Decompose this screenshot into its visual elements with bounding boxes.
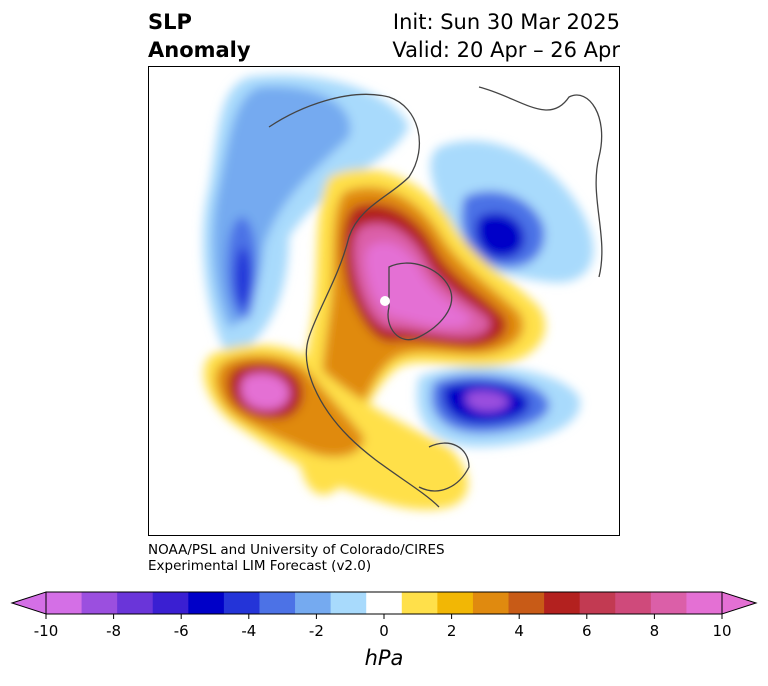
colorbar-segment	[295, 592, 332, 614]
colorbar-segment	[81, 592, 118, 614]
credit-line-2: Experimental LIM Forecast (v2.0)	[148, 558, 372, 574]
forecast-dates: Init: Sun 30 Mar 2025 Valid: 20 Apr – 26…	[392, 8, 620, 64]
north-pole-marker	[380, 296, 390, 306]
colorbar-ticks: -10 -8 -6 -4 -2 0 2 4 6 8 10	[34, 614, 732, 640]
anomaly-contours	[202, 75, 594, 510]
map-panel	[148, 66, 620, 536]
map-title: SLP Anomaly	[148, 8, 251, 64]
negative-anomaly-pacific-inner	[235, 246, 252, 308]
colorbar-segments	[46, 592, 723, 614]
positive-anomaly-namerica-core	[241, 372, 290, 411]
colorbar-under-arrow	[10, 591, 47, 615]
colorbar-over-arrow	[721, 591, 758, 615]
colorbar-tick-label: -2	[309, 622, 324, 640]
colorbar-tick-label: -10	[34, 622, 59, 640]
credit-line-1: NOAA/PSL and University of Colorado/CIRE…	[148, 542, 445, 558]
negative-anomaly-atlantic-inner	[465, 390, 509, 412]
colorbar-segment	[508, 592, 545, 614]
colorbar-tick-label: -8	[106, 622, 121, 640]
init-date: Init: Sun 30 Mar 2025	[392, 10, 620, 34]
colorbar-tick-label: 10	[712, 622, 731, 640]
colorbar-tick-label: 6	[582, 622, 592, 640]
colorbar-tick-label: 8	[650, 622, 660, 640]
colorbar-segment	[259, 592, 296, 614]
coastlines	[268, 86, 603, 508]
valid-range: Valid: 20 Apr – 26 Apr	[392, 38, 620, 62]
colorbar-tick-label: -4	[241, 622, 256, 640]
colorbar-segment	[188, 592, 225, 614]
colorbar-tick-label: 0	[379, 622, 389, 640]
colorbar: -10 -8 -6 -4 -2 0 2 4 6 8 10	[10, 591, 758, 640]
title-line-anomaly: Anomaly	[148, 38, 251, 62]
colorbar-segment	[437, 592, 474, 614]
negative-anomaly-siberia-core	[475, 213, 525, 259]
colorbar-segment	[544, 592, 581, 614]
colorbar-segment	[650, 592, 687, 614]
colorbar-segment	[223, 592, 260, 614]
colorbar-tick-label: -6	[174, 622, 189, 640]
colorbar-segment	[579, 592, 616, 614]
colorbar-segment	[152, 592, 189, 614]
slp-anomaly-map	[202, 75, 603, 510]
colorbar-segment	[366, 592, 403, 614]
credit-text: NOAA/PSL and University of Colorado/CIRE…	[148, 542, 445, 574]
colorbar-segment	[472, 592, 510, 614]
colorbar-segment	[117, 592, 154, 614]
title-line-slp: SLP	[148, 10, 192, 34]
colorbar-tick-label: 2	[447, 622, 457, 640]
colorbar-tick-label: 4	[514, 622, 524, 640]
colorbar-segment	[615, 592, 652, 614]
colorbar-segment	[686, 592, 723, 614]
colorbar-segment	[46, 592, 83, 614]
positive-anomaly-arctic-core	[365, 242, 472, 328]
colorbar-segment	[330, 592, 367, 614]
colorbar-unit-label: hPa	[364, 646, 404, 670]
colorbar-segment	[401, 592, 438, 614]
